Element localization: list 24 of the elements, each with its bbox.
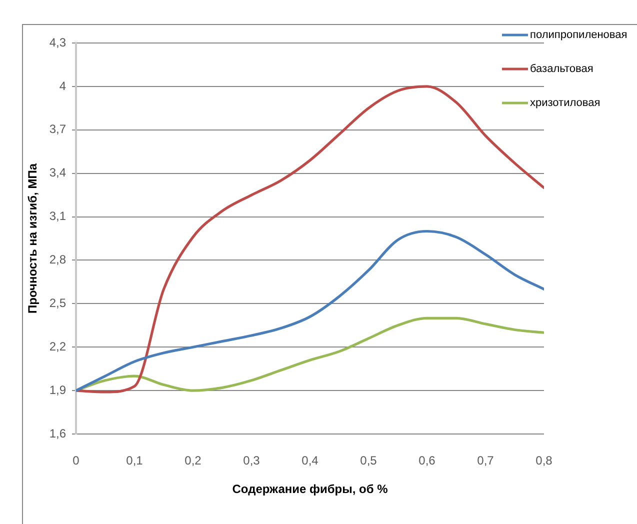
y-tick-label: 3,4 [49,166,66,180]
y-tick-label: 3,7 [49,122,66,136]
y-tick-label: 2,2 [49,339,66,354]
legend-label: хризотиловая [530,97,600,110]
legend-label: полипропиленовая [530,29,628,42]
y-tick-label: 1,9 [49,382,66,397]
y-axis-title: Прочность на изгиб, МПа [26,163,40,314]
x-tick-label: 0,2 [184,454,202,468]
y-tick-label: 2,8 [49,252,66,267]
x-tick-label: 0,8 [536,454,553,468]
x-axis-title: Содержание фибры, об % [232,482,388,496]
y-tick-label: 3,1 [49,209,66,224]
y-tick-label: 2,5 [49,296,66,310]
x-tick-label: 0,7 [477,454,494,468]
x-tick-label: 0,6 [418,454,436,468]
x-tick-label: 0,4 [302,454,319,468]
y-tick-label: 1,6 [49,426,66,440]
x-tick-label: 0,5 [360,454,378,468]
x-tick-label: 0,3 [243,454,260,468]
y-tick-label: 4 [59,78,66,93]
legend-label: базальтовая [530,63,594,76]
x-tick-label: 0 [72,454,80,468]
x-tick-label: 0,1 [126,454,144,468]
y-tick-label: 4,3 [49,35,66,50]
